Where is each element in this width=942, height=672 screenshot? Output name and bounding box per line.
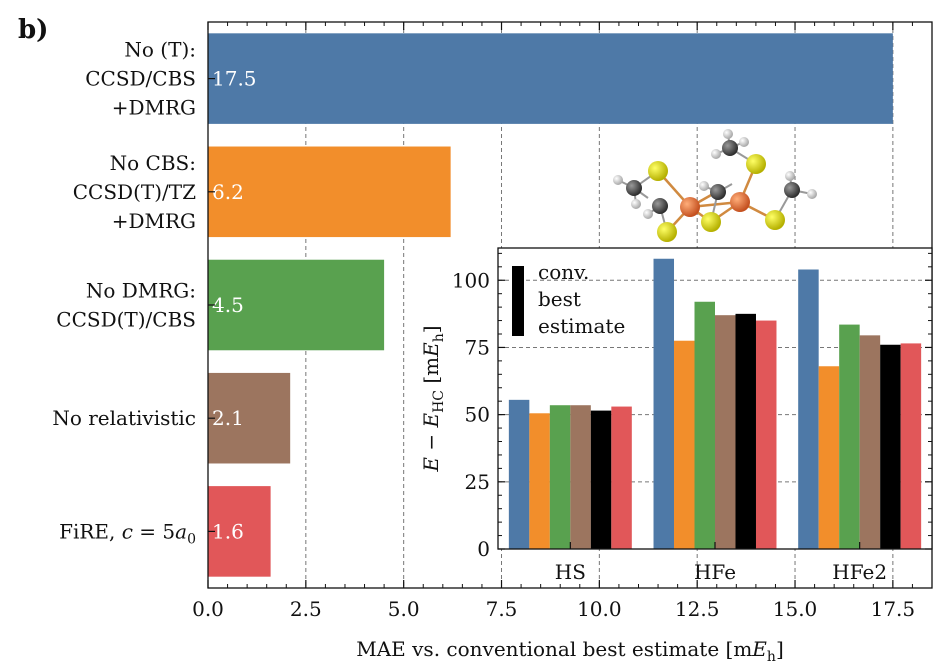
main-x-tick-label: 2.5 — [290, 597, 322, 621]
inset-bar — [549, 405, 571, 549]
inset-bar — [880, 344, 901, 549]
inset-bar — [755, 320, 777, 549]
main-bar-value-label: 17.5 — [212, 67, 257, 91]
inset-bar — [570, 405, 591, 549]
main-category-label: No relativistic — [52, 406, 196, 430]
inset-legend-label: best — [538, 287, 581, 311]
main-bar — [208, 259, 385, 351]
main-x-tick-label: 5.0 — [388, 597, 420, 621]
main-category-label: FiRE, c = 5a0 — [59, 519, 196, 547]
inset-bar — [529, 413, 550, 549]
panel-label: b) — [18, 15, 48, 45]
inset-y-tick-label: 50 — [465, 403, 490, 427]
main-category-label: CCSD(T)/TZ — [73, 180, 196, 204]
main-bar-value-label: 2.1 — [212, 406, 244, 430]
inset-bar — [653, 258, 675, 549]
inset-bar — [859, 335, 881, 549]
inset-bars — [508, 258, 922, 549]
main-bar — [208, 372, 291, 464]
inset-bar — [735, 313, 756, 549]
inset-bar — [508, 399, 530, 549]
inset-bar — [590, 410, 612, 549]
main-bar — [208, 486, 271, 577]
main-bar — [208, 33, 893, 124]
inset-y-axis-label: E − EHC [mEh] — [419, 325, 447, 472]
inset-category-label: HS — [555, 560, 586, 584]
main-x-ticks: 0.0 2.5 5.0 7.5 10.0 12.5 15.0 17.5 — [192, 22, 915, 621]
inset-category-label: HFe2 — [832, 560, 887, 584]
main-category-label: No (T): — [124, 38, 196, 62]
main-bars: 17.5 6.2 4.5 2.1 1.6 — [208, 33, 893, 577]
main-category-labels: No (T): CCSD/CBS +DMRG No CBS: CCSD(T)/TZ +DM… — [52, 38, 215, 547]
inset-legend-swatch — [512, 266, 524, 336]
main-category-label: +DMRG — [112, 96, 196, 120]
main-bar — [208, 146, 451, 238]
molecule-icon — [613, 129, 817, 242]
inset-bar — [839, 324, 860, 549]
inset-y-tick-label: 0 — [477, 537, 490, 561]
main-x-tick-label: 10.0 — [577, 597, 622, 621]
main-bar-value-label: 4.5 — [212, 293, 244, 317]
main-bar-value-label: 1.6 — [212, 519, 244, 543]
inset-bar — [798, 269, 819, 549]
main-x-axis-label: MAE vs. conventional best estimate [mEh] — [356, 637, 784, 665]
inset-bar — [611, 406, 632, 549]
inset-bar — [818, 366, 840, 549]
inset-legend: conv. best estimate — [512, 260, 625, 338]
main-category-label: No CBS: — [110, 151, 196, 175]
main-category-label: +DMRG — [112, 209, 196, 233]
inset-legend-label: conv. — [538, 260, 589, 284]
inset-legend-label: estimate — [538, 314, 625, 338]
main-x-tick-label: 17.5 — [871, 597, 916, 621]
main-category-label: No DMRG: — [86, 279, 196, 303]
inset-category-label: HFe — [694, 560, 736, 584]
inset-category-labels: HS HFe HFe2 — [555, 542, 887, 584]
main-category-label: CCSD/CBS — [85, 67, 196, 91]
inset-plot-frame — [497, 247, 933, 550]
inset-bar — [694, 301, 715, 549]
inset-y-tick-label: 100 — [452, 268, 490, 292]
main-bar-value-label: 6.2 — [212, 180, 244, 204]
inset-bar — [900, 343, 922, 549]
main-x-tick-label: 15.0 — [773, 597, 818, 621]
main-x-tick-label: 7.5 — [486, 597, 518, 621]
inset-bar — [715, 315, 736, 549]
inset-y-tick-label: 25 — [465, 470, 490, 494]
main-x-tick-label: 0.0 — [192, 597, 224, 621]
main-category-label: CCSD(T)/CBS — [56, 308, 196, 332]
inset-y-ticks: 0 25 50 75 100 — [452, 252, 932, 561]
inset-bar — [674, 340, 695, 549]
main-x-tick-label: 12.5 — [675, 597, 720, 621]
inset-y-tick-label: 75 — [465, 335, 490, 359]
